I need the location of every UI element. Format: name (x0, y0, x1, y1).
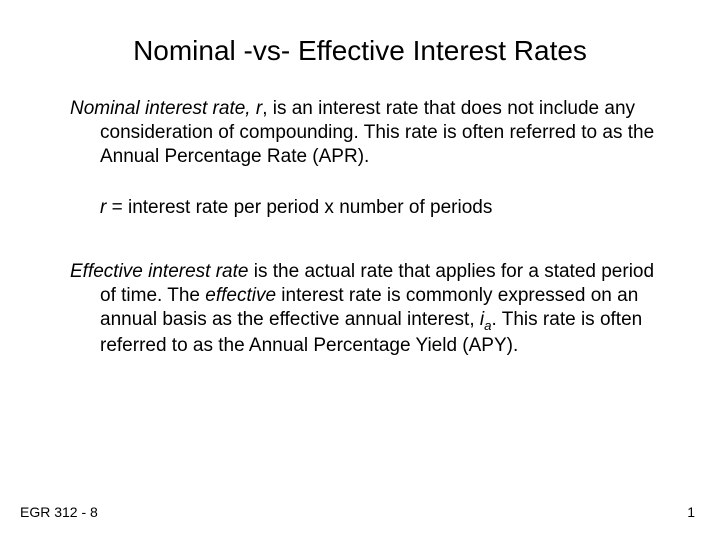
paragraph-nominal: Nominal interest rate, r, is an interest… (90, 97, 660, 168)
paragraph-effective: Effective interest rate is the actual ra… (90, 260, 660, 358)
effective-term: Effective interest rate (70, 261, 248, 282)
nominal-term: Nominal interest rate, r (70, 98, 262, 119)
footer-page-number: 1 (687, 504, 695, 520)
footer-course: EGR 312 - 8 (20, 504, 98, 520)
formula-text: = interest rate per period x number of p… (106, 197, 492, 218)
formula-line: r = interest rate per period x number of… (60, 196, 660, 220)
effective-italic-2: effective (205, 285, 276, 306)
effective-subscript: a (484, 317, 491, 332)
slide-title: Nominal -vs- Effective Interest Rates (60, 35, 660, 67)
